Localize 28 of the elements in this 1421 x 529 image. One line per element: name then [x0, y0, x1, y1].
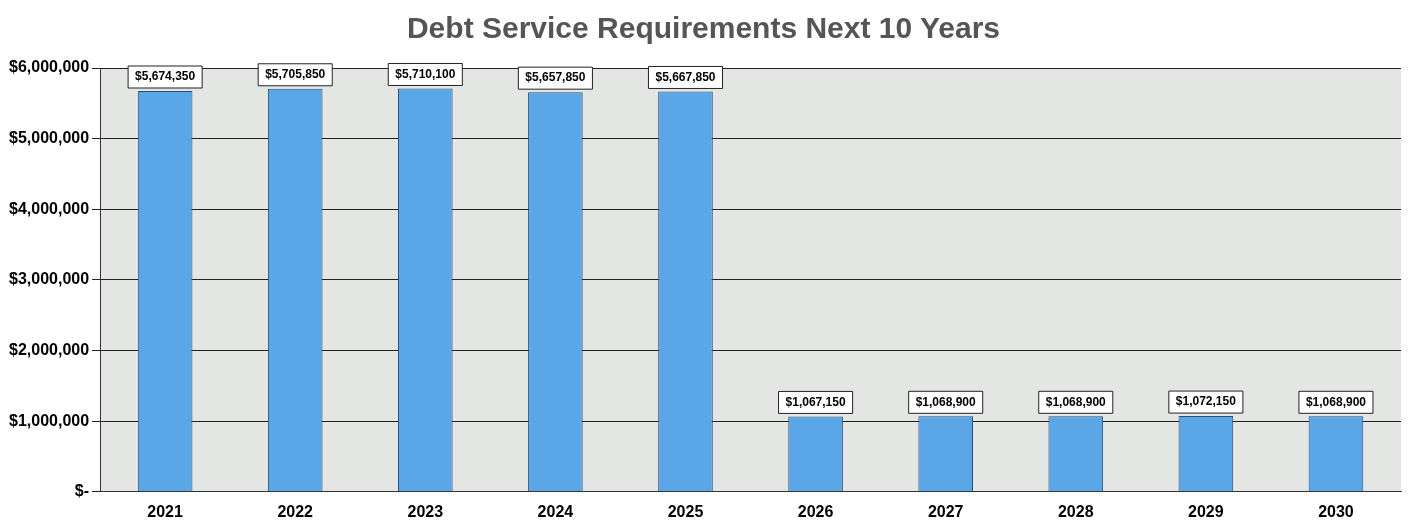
data-label: $1,068,900: [915, 394, 977, 409]
x-tick-label: 2023: [407, 502, 444, 520]
y-tick-label: $1,000,000: [9, 411, 90, 429]
x-tick-label: 2024: [537, 502, 574, 520]
y-tick-label: $-: [74, 482, 90, 500]
x-tick-label: 2030: [1318, 502, 1354, 520]
y-tick-label: $6,000,000: [9, 58, 90, 76]
data-label: $5,710,100: [395, 66, 456, 81]
x-tick-label: 2026: [797, 502, 834, 520]
data-label: $5,657,850: [525, 70, 586, 85]
data-label: $5,705,850: [265, 67, 326, 82]
x-tick-label: 2028: [1057, 502, 1094, 520]
x-tick-label: 2021: [147, 502, 184, 520]
data-label: $1,072,150: [1175, 394, 1237, 409]
y-tick-label: $5,000,000: [9, 129, 90, 147]
chart-title: Debt Service Requirements Next 10 Years: [406, 11, 1001, 45]
x-tick-label: 2025: [667, 502, 704, 520]
data-label: $5,674,350: [135, 69, 196, 84]
y-tick-label: $3,000,000: [9, 270, 90, 288]
data-label: $1,067,150: [785, 394, 846, 409]
y-tick-label: $2,000,000: [9, 340, 90, 358]
y-tick-label: $4,000,000: [9, 199, 90, 217]
data-label: $5,667,850: [655, 69, 716, 84]
data-label: $1,068,900: [1305, 394, 1367, 409]
x-tick-label: 2022: [277, 502, 314, 520]
x-tick-label: 2029: [1188, 502, 1224, 520]
x-tick-label: 2027: [927, 502, 964, 520]
data-label: $1,068,900: [1045, 394, 1107, 409]
